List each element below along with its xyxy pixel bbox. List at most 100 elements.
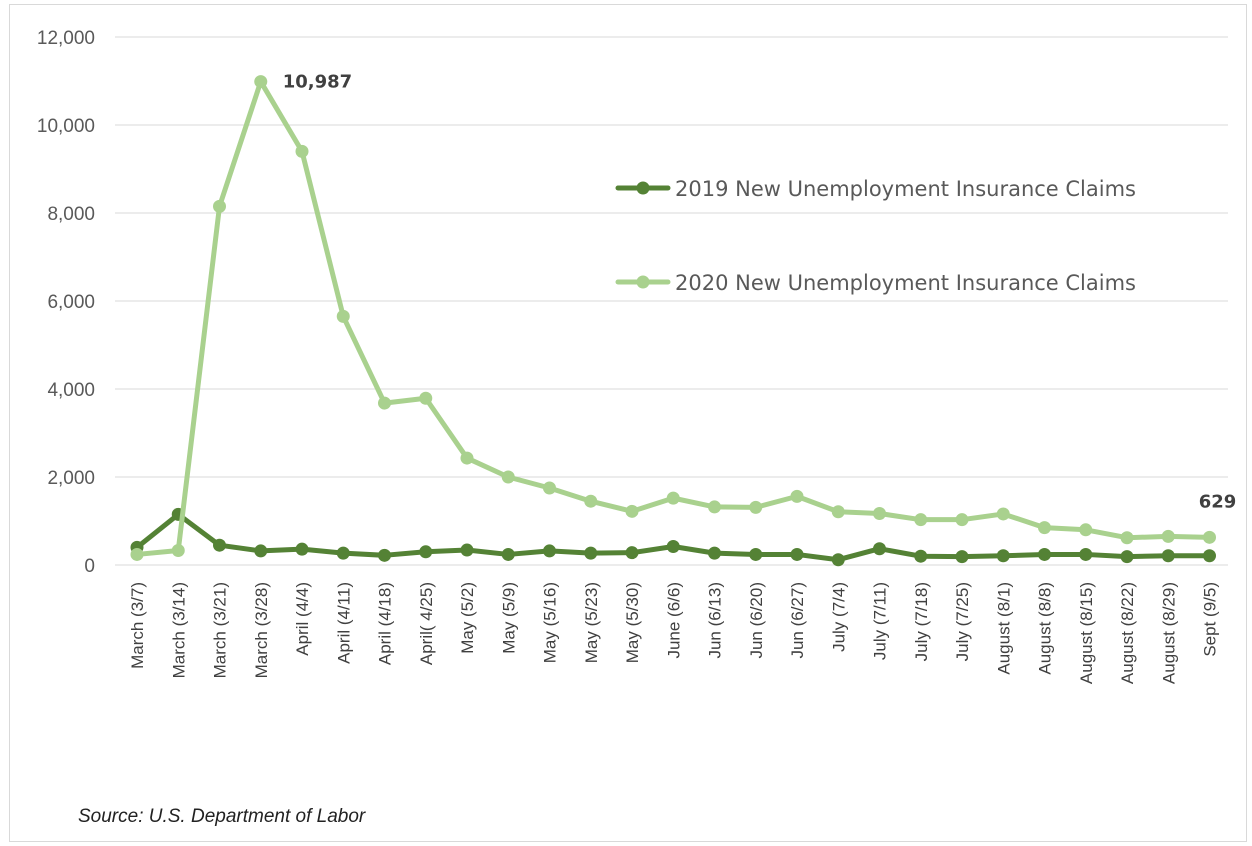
data-point (419, 545, 433, 559)
x-tick-label: August (8/29) (1159, 582, 1178, 684)
x-tick-label: May (5/23) (582, 582, 601, 663)
data-point (378, 548, 391, 562)
x-tick-label: May (5/2) (458, 582, 477, 654)
data-point (1120, 550, 1134, 564)
data-point (254, 544, 268, 558)
data-point (749, 547, 763, 561)
x-tick-label: March (3/7) (128, 582, 147, 669)
data-point (543, 481, 556, 495)
x-tick-label: April (4/4) (293, 582, 312, 656)
data-point (1203, 549, 1216, 563)
data-point (1038, 521, 1051, 535)
data-point (708, 546, 721, 560)
data-point (295, 144, 309, 158)
series-2 (130, 75, 1216, 561)
legend-label: 2019 New Unemployment Insurance Claims (675, 177, 1136, 201)
x-tick-label: August (8/8) (1036, 582, 1055, 675)
data-point (295, 542, 309, 556)
legend-swatch-marker (636, 275, 650, 289)
data-point (873, 507, 886, 521)
x-tick-label: July (7/11) (871, 582, 890, 660)
data-point (336, 546, 350, 560)
chart-frame (9, 4, 1247, 842)
x-tick-label: April (4/18) (376, 582, 395, 665)
gridlines (115, 36, 1228, 566)
data-point (419, 391, 433, 405)
data-point (790, 489, 804, 503)
x-tick-label: April( 4/25) (417, 582, 436, 665)
y-tick-label: 8,000 (47, 204, 95, 225)
data-point (666, 491, 680, 505)
y-tick-label: 10,000 (37, 116, 95, 137)
data-labels: 10,987 629 (283, 72, 1237, 513)
y-tick-label: 6,000 (47, 292, 95, 313)
x-tick-label: July (7/18) (912, 582, 931, 661)
x-tick-label: August (8/22) (1118, 582, 1137, 684)
data-point (460, 543, 474, 557)
x-tick-label: July (7/4) (829, 582, 848, 652)
data-point (955, 550, 969, 564)
x-tick-label: May (5/30) (623, 582, 642, 663)
x-tick-label: March (3/21) (211, 582, 230, 678)
x-tick-label: May (5/16) (541, 582, 560, 663)
x-axis-labels: March (3/7) March (3/14) March (3/21) March… (128, 582, 1220, 684)
x-tick-label: April (4/11) (334, 582, 353, 664)
source-note: Source: U.S. Department of Labor (78, 806, 366, 827)
x-tick-label: June (6/6) (664, 582, 683, 659)
data-point (873, 542, 886, 556)
data-label: 10,987 (283, 72, 352, 93)
data-point (584, 546, 598, 560)
data-point (543, 544, 556, 558)
x-tick-label: Jun (6/27) (788, 582, 807, 659)
x-tick-label: Jun (6/20) (747, 582, 766, 659)
data-point (1161, 529, 1175, 543)
y-tick-label: 4,000 (47, 380, 95, 401)
data-label: 629 (1199, 491, 1237, 512)
data-point (1120, 531, 1134, 545)
data-point (378, 396, 391, 410)
data-point (831, 505, 845, 519)
x-tick-label: March (3/14) (169, 582, 188, 678)
y-tick-label: 2,000 (47, 468, 95, 489)
data-point (501, 547, 515, 561)
data-point (708, 500, 721, 514)
data-point (1038, 547, 1051, 561)
data-point (625, 504, 639, 518)
x-tick-label: Jun (6/13) (706, 582, 725, 659)
data-point (749, 500, 763, 514)
data-point (996, 549, 1010, 563)
data-point (584, 494, 598, 508)
y-tick-label: 0 (84, 556, 95, 577)
data-point (1203, 530, 1216, 544)
data-point (1079, 547, 1093, 561)
data-point (666, 540, 680, 554)
data-point (213, 538, 226, 552)
legend: 2019 New Unemployment Insurance Claims 20… (615, 177, 1136, 295)
data-point (625, 546, 639, 560)
x-tick-label: August (8/1) (994, 582, 1013, 675)
data-point (460, 451, 474, 465)
data-point (831, 553, 845, 567)
y-axis-labels: 0 2,000 4,000 6,000 8,000 10,000 12,000 (37, 28, 95, 577)
y-tick-label: 12,000 (37, 28, 95, 49)
x-tick-label: March (3/28) (252, 582, 271, 678)
data-point (790, 547, 804, 561)
legend-swatch-marker (636, 181, 650, 195)
data-point (254, 75, 268, 89)
data-point (501, 470, 515, 484)
data-point (914, 513, 928, 527)
data-point (955, 513, 969, 527)
data-point (213, 199, 226, 213)
data-point (171, 543, 185, 557)
legend-label: 2020 New Unemployment Insurance Claims (675, 271, 1136, 295)
x-tick-label: May (5/9) (499, 582, 518, 654)
data-point (336, 309, 350, 323)
series-1 (130, 507, 1216, 567)
data-point (996, 507, 1010, 521)
data-point (914, 549, 928, 563)
x-tick-label: Sept (9/5) (1201, 582, 1220, 657)
x-tick-label: July (7/25) (953, 582, 972, 661)
x-tick-label: August (8/15) (1077, 582, 1096, 684)
data-point (1161, 549, 1175, 563)
